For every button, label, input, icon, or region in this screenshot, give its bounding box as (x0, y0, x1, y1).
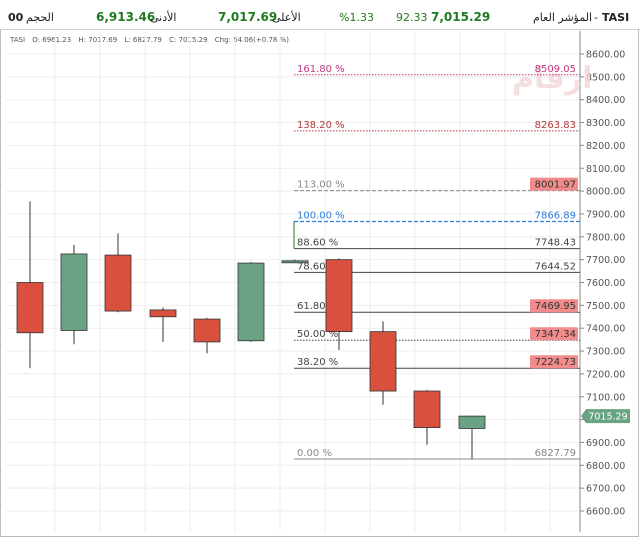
volume-label: الحجم (26, 11, 54, 24)
candle-body-6 (281, 260, 309, 264)
fib-percent-0: 161.80 % (297, 64, 345, 75)
fib-value-1: 8263.83 (535, 120, 576, 131)
fib-highlight-6 (530, 299, 578, 313)
ytick-label-6: 7200.00 (586, 369, 625, 380)
ohlc-low: L: 6827.79 (124, 36, 162, 44)
fib-value-5: 7644.52 (535, 261, 576, 272)
fib-value-6: 7469.95 (535, 301, 576, 312)
fib-percent-4: 88.60 % (297, 238, 338, 249)
watermark-logo: ارقام (512, 61, 592, 96)
ytick-label-11: 7700.00 (586, 255, 625, 266)
ytick-label-5: 7100.00 (586, 392, 625, 403)
ohlc-change: Chg: 54.06(+0.78 %) (214, 36, 289, 44)
fib-value-9: 6827.79 (535, 448, 576, 459)
fib-percent-6: 61.80 % (297, 301, 338, 312)
ytick-label-9: 7500.00 (586, 301, 625, 312)
change-percent: %1.33 (339, 11, 374, 24)
fib-percent-1: 138.20 % (297, 120, 345, 131)
ytick-label-8: 7400.00 (586, 324, 625, 335)
fib-percent-3: 100.00 % (297, 211, 345, 222)
ytick-label-17: 8300.00 (586, 118, 625, 129)
ohlc-symbol: TASI (10, 36, 26, 44)
symbol-code: TASI (602, 11, 630, 24)
ytick-label-1: 6700.00 (586, 484, 625, 495)
fib-percent-5: 78.60 % (297, 261, 338, 272)
ytick-label-3: 6900.00 (586, 438, 625, 449)
fib-percent-2: 113.00 % (297, 180, 345, 191)
ytick-label-10: 7600.00 (586, 278, 625, 289)
candle-body-0 (16, 282, 44, 334)
ytick-label-16: 8200.00 (586, 141, 625, 152)
ytick-label-18: 8400.00 (586, 95, 625, 106)
ytick-label-0: 6600.00 (586, 507, 625, 518)
fib-highlight-7 (530, 327, 578, 341)
fib-value-7: 7347.34 (535, 329, 576, 340)
change-value: 92.33 (396, 11, 428, 24)
candle-body-8 (369, 331, 397, 392)
last-price-tag (581, 409, 630, 424)
candle-body-3 (149, 309, 177, 318)
candle-body-5 (237, 262, 265, 342)
fib-highlight-8 (530, 355, 578, 369)
fib-value-3: 7866.89 (535, 211, 576, 222)
ohlc-high: H: 7017.69 (78, 36, 118, 44)
volume-value: 00 (8, 11, 24, 24)
fib-value-8: 7224.73 (535, 357, 576, 368)
candle-body-10 (458, 415, 486, 429)
fib-percent-8: 38.20 % (297, 357, 338, 368)
ytick-label-15: 8100.00 (586, 164, 625, 175)
symbol-name: المؤشر العام (533, 11, 593, 24)
candle-body-2 (104, 254, 132, 312)
fib-value-0: 8509.05 (535, 64, 576, 75)
ytick-label-7: 7300.00 (586, 347, 625, 358)
ytick-label-19: 8500.00 (586, 72, 625, 83)
symbol-dash: - (594, 11, 598, 24)
high-label: الأعلى (272, 11, 301, 24)
low-label: الأدنى (150, 11, 177, 24)
ohlc-readout: TASI O: 6961.23 H: 7017.69 L: 6827.79 C:… (10, 36, 294, 44)
ohlc-close: C: 7015.29 (169, 36, 208, 44)
quote-header: 00 الحجم 6,913.46 الأدنى 7,017.69 الأعلى… (0, 0, 640, 30)
fib-highlight-2 (530, 177, 578, 191)
ohlc-open: O: 6961.23 (32, 36, 72, 44)
last-price: 7,015.29 (431, 10, 491, 24)
candle-body-1 (60, 253, 88, 331)
ytick-label-20: 8600.00 (586, 50, 625, 61)
candle-body-7 (325, 259, 353, 333)
fib-value-4: 7748.43 (535, 238, 576, 249)
candle-body-4 (193, 318, 221, 343)
fib-percent-7: 50.00 % (297, 329, 338, 340)
fib-percent-9: 0.00 % (297, 448, 332, 459)
ytick-label-13: 7900.00 (586, 209, 625, 220)
last-price-label: 7015.29 (588, 412, 627, 423)
candle-body-9 (413, 390, 441, 428)
fib-value-2: 8001.97 (535, 180, 576, 191)
low-value: 6,913.46 (96, 10, 156, 24)
high-value: 7,017.69 (218, 10, 278, 24)
ytick-label-2: 6800.00 (586, 461, 625, 472)
ytick-label-14: 8000.00 (586, 187, 625, 198)
ytick-label-12: 7800.00 (586, 232, 625, 243)
